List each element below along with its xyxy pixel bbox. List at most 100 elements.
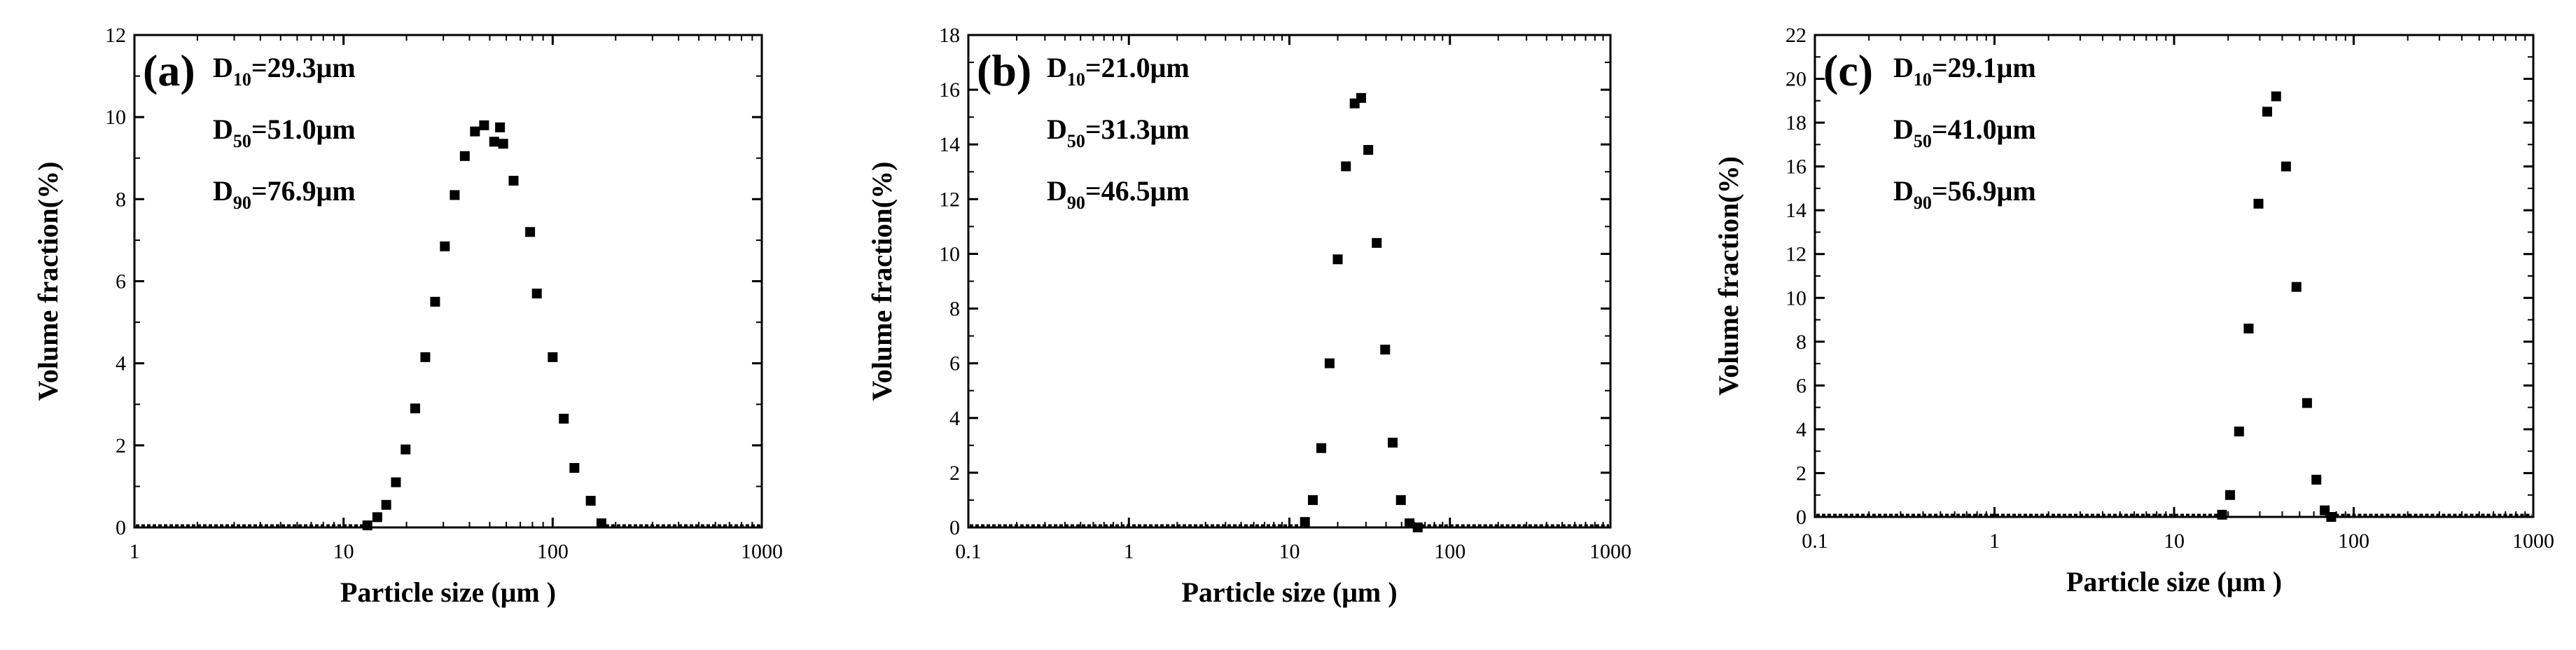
data-point [2225, 490, 2235, 500]
x-tick-label: 1000 [1589, 540, 1631, 563]
y-tick-label: 8 [1796, 331, 1806, 354]
data-point [381, 499, 391, 510]
data-point [1341, 161, 1351, 172]
data-point [1324, 358, 1335, 368]
x-axis-title: Particle size (μm ) [2066, 566, 2282, 597]
annotation-subscript: 90 [233, 193, 251, 213]
plot-frame [1813, 34, 2535, 518]
data-point [401, 444, 411, 455]
y-tick-label: 8 [116, 188, 126, 211]
annotation-subscript: 50 [1067, 131, 1085, 151]
y-tick-label: 0 [1796, 506, 1806, 529]
annotation-d-prefix: D [213, 175, 233, 207]
data-point [391, 477, 401, 488]
x-tick-label: 100 [1434, 540, 1465, 563]
data-point [430, 296, 440, 307]
annotation-value: =21.0μm [1085, 52, 1190, 83]
annotation-d-prefix: D [1047, 175, 1067, 207]
data-point [2262, 106, 2272, 117]
annotation-value: =29.1μm [1932, 52, 2036, 83]
x-tick-label: 100 [537, 540, 569, 563]
annotation-d90: D90=46.5μm [1047, 175, 1190, 213]
annotation-d10: D10=29.3μm [213, 52, 356, 90]
x-tick-label: 10 [2164, 530, 2185, 553]
y-tick-label: 2 [116, 434, 126, 457]
x-tick-label: 1 [1124, 540, 1134, 563]
annotation-subscript: 90 [1914, 193, 1932, 213]
y-tick-label: 6 [1796, 374, 1806, 397]
annotation-subscript: 10 [233, 69, 251, 90]
data-point [1300, 517, 1310, 527]
y-tick-label: 22 [1785, 24, 1806, 47]
annotation-value: =31.3μm [1085, 113, 1190, 145]
annotation-d90: D90=56.9μm [1893, 175, 2036, 213]
y-tick-label: 14 [1785, 199, 1806, 222]
data-point [420, 352, 431, 362]
panel-label-b: (b) [977, 46, 1031, 95]
data-point [450, 190, 460, 200]
data-point [531, 289, 542, 299]
y-tick-label: 12 [939, 188, 960, 211]
annotation-value: =56.9μm [1932, 175, 2036, 207]
plot-frame [967, 34, 1612, 529]
data-point [585, 495, 596, 506]
x-tick-label: 1 [1989, 530, 2000, 553]
annotation-d-prefix: D [1047, 52, 1067, 83]
data-point [548, 352, 558, 362]
annotation-value: =46.5μm [1085, 175, 1190, 207]
data-point [2234, 427, 2244, 437]
plot-frame [133, 34, 763, 529]
y-axis-title: Volume fraction(%) [32, 162, 64, 401]
data-point [2311, 474, 2322, 485]
annotation-d10: D10=21.0μm [1047, 52, 1190, 90]
data-point [596, 518, 606, 529]
data-point [1372, 237, 1382, 248]
y-tick-label: 4 [116, 352, 126, 375]
annotation-subscript: 10 [1914, 69, 1932, 90]
data-point [1380, 345, 1391, 355]
x-tick-label: 100 [2338, 530, 2369, 553]
annotation-d50: D50=41.0μm [1893, 113, 2036, 151]
data-point [489, 137, 499, 147]
annotation-value: =76.9μm [251, 175, 356, 207]
y-tick-label: 10 [1785, 286, 1806, 310]
data-point [410, 403, 420, 414]
data-point [440, 241, 450, 251]
annotation-subscript: 50 [233, 131, 251, 151]
data-point [2291, 282, 2302, 292]
x-tick-label: 1 [130, 540, 140, 563]
x-axis-title: Particle size (μm ) [340, 576, 556, 608]
data-point [2217, 509, 2227, 520]
annotation-d50: D50=31.3μm [1047, 113, 1190, 151]
y-tick-label: 14 [939, 133, 960, 156]
data-point [459, 151, 470, 161]
data-point [495, 122, 506, 132]
data-point [372, 512, 382, 523]
chart-panel-a: 1 10 100 1000 0 2 4 6 8 10 12 Particle size (μm ) Vo… [32, 24, 783, 608]
annotation-d-prefix: D [1893, 175, 1914, 207]
data-point [1405, 518, 1415, 529]
y-tick-label: 12 [1785, 243, 1806, 266]
data-point [2253, 198, 2264, 209]
data-point [559, 413, 569, 424]
y-tick-label: 0 [116, 516, 126, 539]
data-point [2271, 91, 2281, 102]
data-point [569, 463, 580, 473]
annotation-d50: D50=51.0μm [213, 113, 356, 151]
annotation-subscript: 90 [1067, 193, 1085, 213]
y-tick-label: 4 [1796, 418, 1806, 441]
y-tick-label: 20 [1785, 68, 1806, 91]
annotation-d-prefix: D [213, 52, 233, 83]
data-point [1388, 437, 1398, 448]
data-point [2243, 324, 2254, 334]
annotation-subscript: 10 [1067, 69, 1085, 90]
data-point [362, 520, 373, 531]
data-point [2326, 512, 2337, 522]
x-axis-title: Particle size (μm ) [1181, 576, 1397, 608]
x-tick-label: 0.1 [1802, 530, 1828, 553]
y-tick-label: 0 [949, 516, 960, 539]
x-tick-label: 1000 [741, 540, 783, 563]
data-point [1307, 495, 1318, 505]
y-tick-label: 12 [105, 24, 126, 47]
data-point [498, 139, 508, 149]
